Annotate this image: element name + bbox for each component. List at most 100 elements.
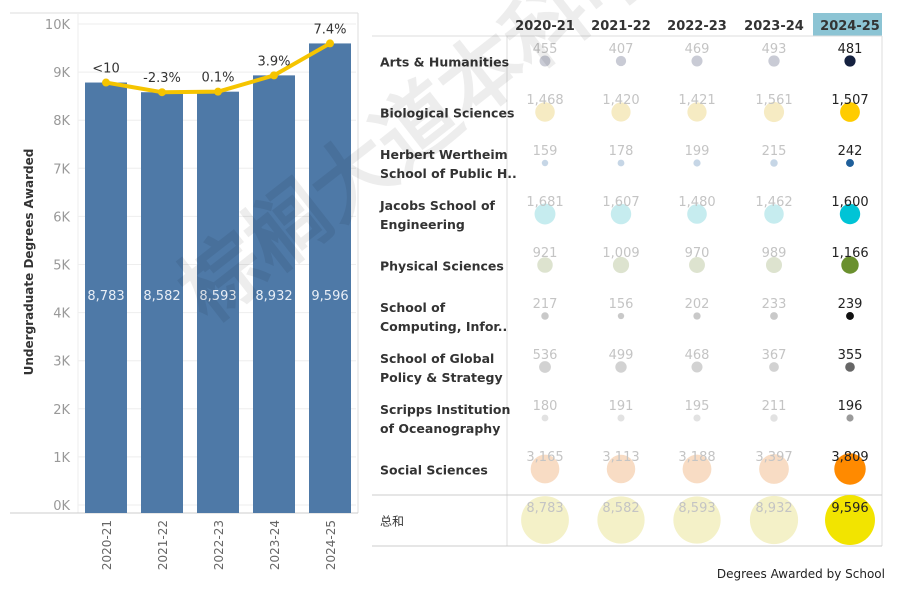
value-bubble	[530, 454, 560, 484]
y-axis-title: Undergraduate Degrees Awarded	[22, 149, 36, 376]
x-tick-label: 2020-21	[100, 520, 114, 570]
value-label: 8,783	[526, 501, 563, 516]
value-bubble	[770, 159, 778, 167]
value-bubble	[691, 55, 703, 67]
column-header: 2022-23	[667, 19, 727, 34]
row-label: Policy & Strategy	[380, 370, 503, 385]
value-label: 239	[838, 297, 863, 312]
value-label: 1,561	[755, 93, 792, 108]
value-bubble	[825, 495, 875, 545]
x-tick-label: 2021-22	[156, 520, 170, 570]
value-bubble	[840, 102, 860, 122]
value-label: 1,681	[526, 195, 563, 210]
x-tick-label: 2022-23	[212, 520, 226, 570]
row-label: 总和	[380, 515, 404, 529]
value-bubble	[770, 414, 778, 422]
value-label: 468	[685, 348, 710, 363]
value-bubble	[610, 203, 632, 225]
column-header: 2023-24	[744, 19, 804, 34]
header-highlight	[813, 13, 882, 36]
value-label: 499	[609, 348, 634, 363]
bar	[141, 92, 183, 513]
value-bubble	[541, 312, 549, 320]
value-label: 191	[609, 399, 634, 414]
growth-point	[326, 39, 334, 48]
value-bubble	[534, 203, 556, 225]
value-bubble	[537, 257, 553, 273]
value-bubble	[693, 312, 701, 320]
row-label: Physical Sciences	[380, 259, 504, 274]
value-label: 199	[685, 144, 710, 159]
y-tick-label: 3K	[53, 355, 70, 370]
value-label: 242	[838, 144, 863, 159]
column-header: 2024-25	[820, 19, 880, 34]
growth-label: 7.4%	[313, 22, 346, 37]
value-bubble	[834, 453, 866, 485]
value-label: 3,809	[831, 450, 868, 465]
value-label: 215	[762, 144, 787, 159]
row-label: School of Public H..	[380, 166, 517, 181]
value-bubble	[846, 414, 854, 422]
value-bubble	[617, 414, 625, 422]
growth-point	[214, 87, 222, 96]
row-label: Engineering	[380, 217, 465, 232]
value-bubble	[687, 204, 707, 224]
value-label: 355	[838, 348, 863, 363]
row-label: Scripps Institution	[380, 402, 510, 417]
value-label: 481	[838, 42, 863, 57]
value-bubble	[617, 159, 625, 167]
y-tick-label: 9K	[53, 66, 70, 81]
value-label: 1,166	[831, 246, 868, 261]
value-bubble	[839, 203, 861, 225]
y-tick-label: 5K	[53, 259, 70, 274]
y-tick-label: 0K	[53, 499, 70, 514]
value-label: 1,462	[755, 195, 792, 210]
value-label: 1,468	[526, 93, 563, 108]
value-bubble	[673, 496, 721, 544]
row-label: Jacobs School of	[379, 198, 496, 213]
value-label: 1,607	[602, 195, 639, 210]
value-bubble	[763, 101, 785, 123]
value-label: 970	[685, 246, 710, 261]
value-label: 8,582	[602, 501, 639, 516]
value-bubble	[539, 55, 551, 67]
bar	[253, 75, 295, 514]
value-label: 493	[762, 42, 787, 57]
value-label: 1,600	[831, 195, 868, 210]
value-bubble	[749, 495, 799, 545]
value-label: 1,480	[678, 195, 715, 210]
value-bubble	[691, 361, 703, 373]
y-tick-label: 2K	[53, 403, 70, 418]
value-bubble	[521, 496, 569, 544]
value-bubble	[764, 204, 784, 224]
row-label: Herbert Wertheim	[380, 147, 508, 162]
value-bubble	[769, 362, 779, 372]
value-label: 202	[685, 297, 710, 312]
value-label: 8,932	[755, 501, 792, 516]
bar-value-label: 8,783	[87, 289, 124, 304]
y-tick-label: 6K	[53, 210, 70, 225]
bar	[309, 43, 351, 513]
value-bubble	[693, 159, 701, 167]
value-bubble	[844, 55, 856, 67]
value-bubble	[845, 362, 855, 372]
value-bubble	[539, 361, 551, 373]
value-bubble	[606, 454, 636, 484]
value-label: 217	[533, 297, 558, 312]
value-label: 1,421	[678, 93, 715, 108]
column-header: 2020-21	[515, 19, 575, 34]
growth-point	[158, 88, 166, 97]
value-bubble	[617, 312, 625, 320]
growth-label: -2.3%	[143, 71, 181, 86]
growth-label: 3.9%	[257, 54, 290, 69]
value-label: 3,397	[755, 450, 792, 465]
y-tick-label: 1K	[53, 451, 70, 466]
value-label: 367	[762, 348, 787, 363]
value-label: 536	[533, 348, 558, 363]
value-label: 1,420	[602, 93, 639, 108]
value-bubble	[535, 102, 555, 122]
value-bubble	[768, 55, 780, 67]
value-label: 8,593	[678, 501, 715, 516]
row-label: Arts & Humanities	[380, 55, 509, 70]
